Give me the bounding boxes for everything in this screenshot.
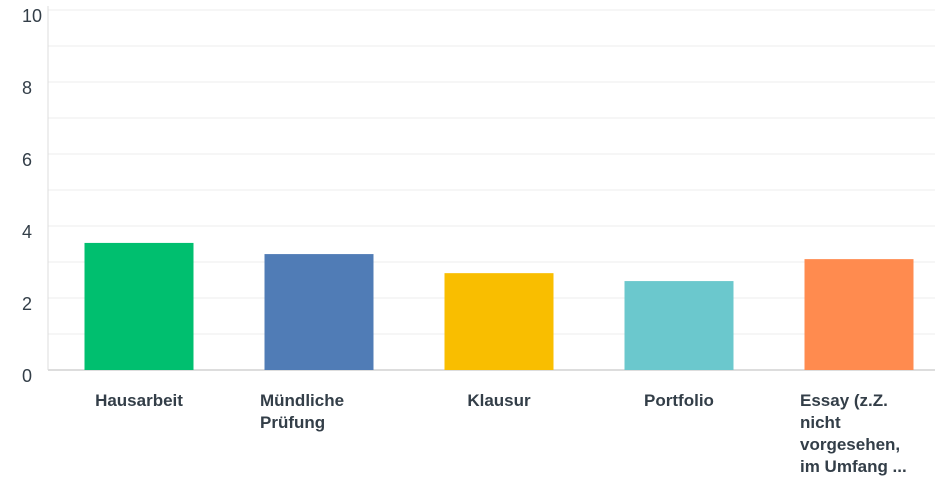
y-tick-label: 6	[22, 150, 32, 170]
bar	[84, 242, 194, 370]
bar	[624, 281, 734, 370]
x-tick-label: Portfolio	[644, 391, 714, 410]
x-tick-label-box: Hausarbeit	[64, 390, 214, 412]
x-tick-label: Mündliche Prüfung	[260, 391, 345, 432]
bar	[264, 254, 374, 370]
x-tick-label: Klausur	[467, 391, 531, 410]
y-tick-label: 0	[22, 366, 32, 386]
bar	[444, 273, 554, 370]
y-tick-label: 8	[22, 78, 32, 98]
x-tick-label-box: Portfolio	[604, 390, 754, 412]
y-tick-label: 10	[22, 6, 42, 26]
y-tick-label: 4	[22, 222, 32, 242]
x-tick-label-box: Essay (z.Z. nicht vorgesehen, im Umfang …	[784, 390, 934, 478]
x-tick-label: Essay (z.Z. nicht vorgesehen, im Umfang …	[800, 391, 907, 476]
bar	[804, 259, 914, 370]
x-tick-label-box: Klausur	[424, 390, 574, 412]
y-tick-label: 2	[22, 294, 32, 314]
x-tick-label-box: Mündliche Prüfung	[244, 390, 394, 434]
x-tick-label: Hausarbeit	[95, 391, 183, 410]
